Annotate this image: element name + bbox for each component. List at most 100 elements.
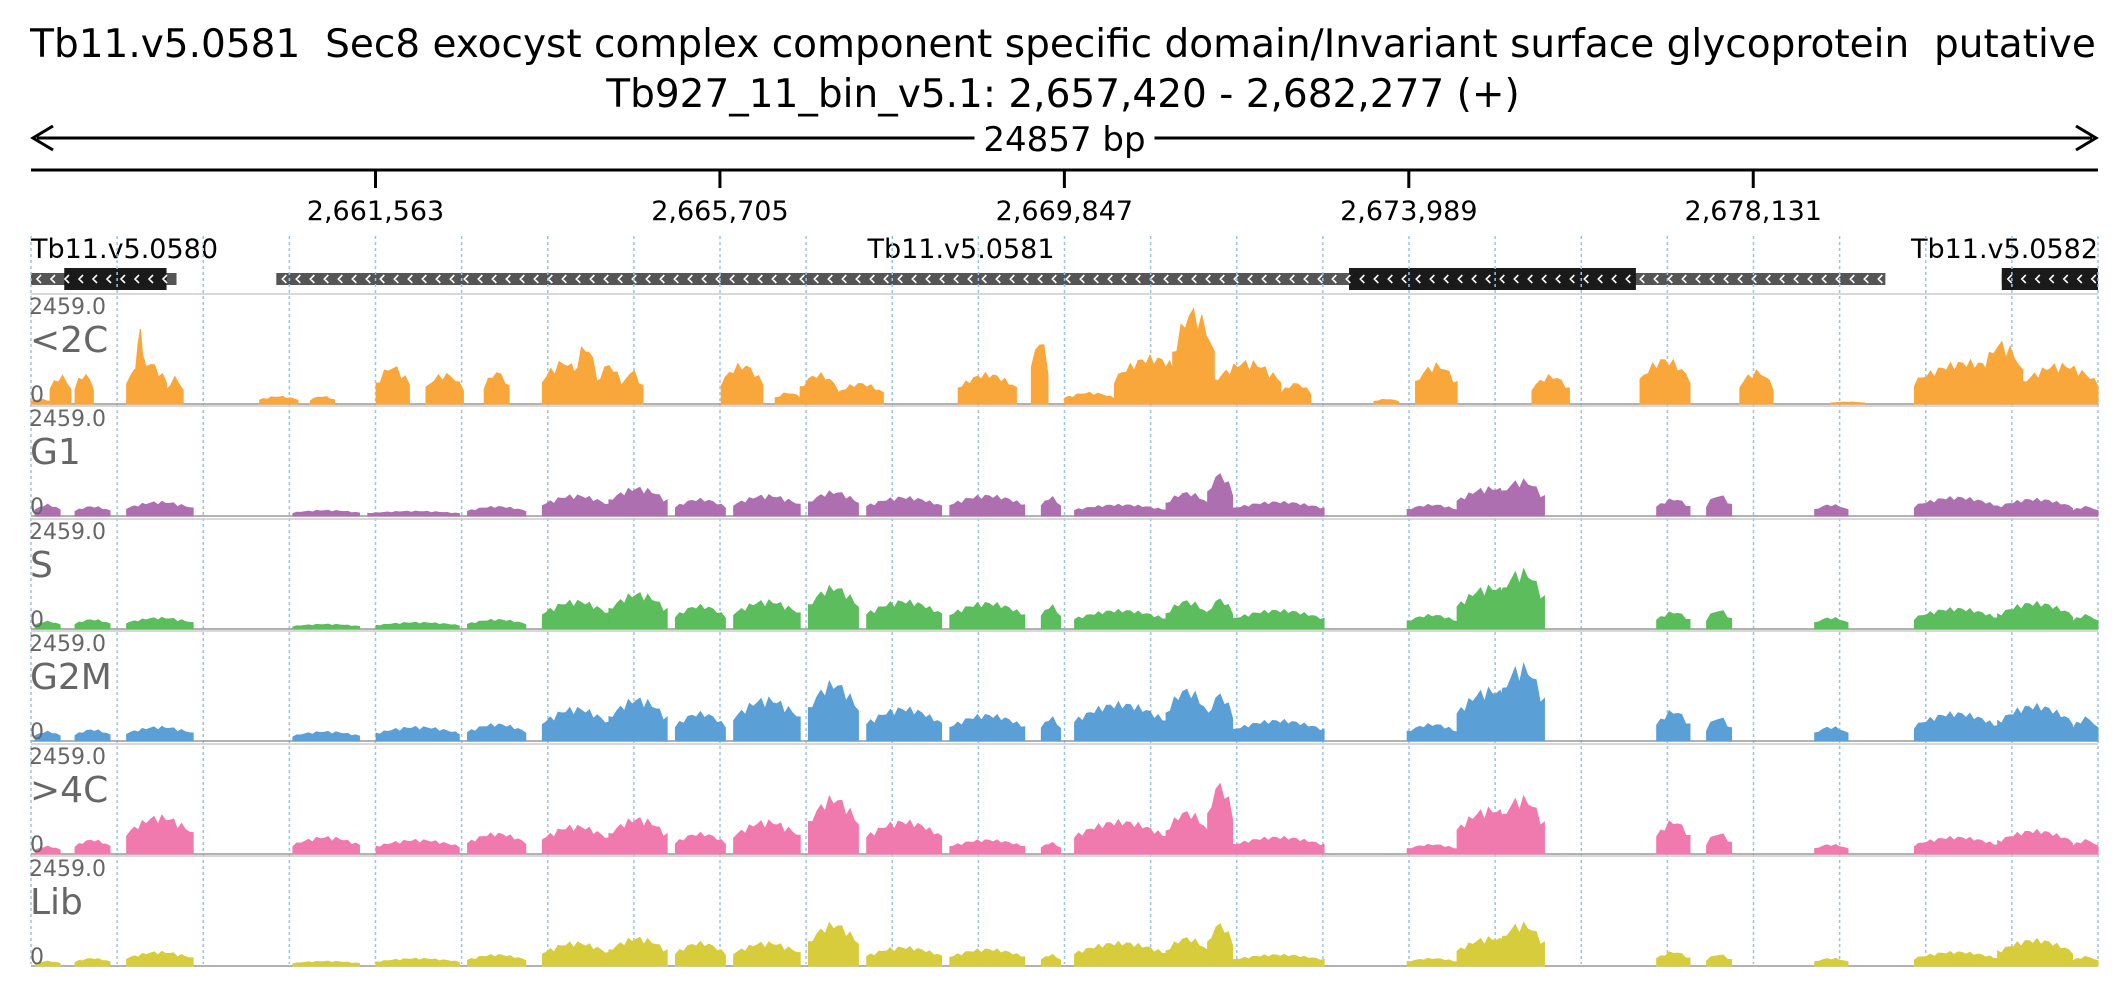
coverage-peak [1040,841,1061,855]
coverage-peak [799,371,839,405]
coverage-peak [1814,504,1849,517]
coverage-peak [866,819,943,855]
coverage-peak [1232,500,1325,517]
gene-title: Tb11.v5.0581 Sec8 exocyst complex compon… [30,22,2096,67]
coverage-peak [1913,607,1999,630]
coverage-peak [34,730,61,742]
coverage-peak [808,584,859,630]
coverage-peak [1373,398,1400,405]
coverage-peak [674,940,726,967]
coverage-peak [1040,496,1061,517]
coverage-peak [2071,955,2099,967]
coverage-peak [541,599,610,630]
track-min-label: 0 [30,608,44,633]
coverage-peak [2071,838,2099,855]
gene-label: Tb11.v5.0582 [1910,234,2098,265]
coverage-peak [74,619,111,630]
coverage-peak [1913,495,1999,517]
coverage-peak [1498,921,1545,967]
coverage-peak [467,618,527,630]
coverage-peak [608,936,668,967]
track-name: <2C [30,320,108,361]
gene-label: Tb11.v5.0580 [30,234,218,265]
track-min-label: 0 [30,383,44,408]
coverage-peak [1997,937,2073,967]
coverage-peak [126,814,194,855]
coverage-peak [375,838,460,855]
coverage-peak [837,383,884,405]
coverage-peak [126,500,194,517]
coverage-peak [2071,505,2099,517]
coverage-peak [1997,828,2073,855]
coverage-peak [2071,613,2099,630]
coverage-peak [1706,833,1733,855]
coverage-peak [674,497,726,517]
coverage-peak [1280,383,1312,405]
coverage-peak [1165,600,1209,630]
track-name: Lib [30,882,83,923]
coverage-peak [608,697,668,742]
coverage-peak [1165,811,1209,855]
region-label: Tb927_11_bin_v5.1: 2,657,420 - 2,682,277… [606,72,1520,117]
coverage-peak [808,490,859,517]
coverage-peak [808,921,859,967]
coverage-peak [774,392,802,405]
tick-label: 2,673,989 [1340,196,1477,227]
coverage-peak [1739,368,1774,405]
coverage-peak [375,621,460,630]
coverage-peak [949,601,1026,630]
coverage-peak [425,372,464,405]
tick-label: 2,678,131 [1685,196,1822,227]
coverage-peak [733,819,801,855]
coverage-peak [1207,598,1234,630]
tick-label: 2,665,705 [651,196,788,227]
coverage-peak [74,729,111,742]
coverage-peak [309,396,336,405]
coverage-peak [1165,688,1209,742]
coverage-peak [375,366,410,405]
coverage-peak [1706,717,1733,742]
coverage-peak [1814,957,1849,967]
gene-label: Tb11.v5.0581 [866,234,1054,265]
coverage-peak [34,503,61,517]
coverage-peak [1415,361,1458,405]
coverage-peak [74,506,111,517]
coverage-peak [1406,613,1458,630]
coverage-peak [1406,722,1458,742]
coverage-peak [1207,473,1234,517]
coverage-peak [49,374,72,405]
coverage-peak [375,725,460,742]
coverage-peak [541,706,610,742]
coverage-peak [34,620,61,630]
coverage-peak [808,794,859,855]
span-label-bg [974,118,1155,158]
coverage-peak [733,696,801,742]
coverage-peak [74,839,111,855]
coverage-peak [1997,702,2073,742]
tick-label: 2,661,563 [307,196,444,227]
coverage-peak [674,710,726,742]
track-min-label: 0 [30,833,44,858]
coverage-peak [866,946,943,967]
coverage-peak [949,839,1026,855]
coverage-peak [1207,782,1234,855]
coverage-peak [1706,495,1733,517]
coverage-peak [1706,954,1733,967]
track-min-label: 0 [30,495,44,520]
track-max-label: 2459.0 [29,857,106,882]
coverage-peak [866,706,943,742]
coverage-peak [1814,726,1849,742]
coverage-peak [259,395,299,405]
track-name: S [30,545,53,586]
coverage-peak [1814,617,1849,630]
coverage-peak [1074,940,1167,967]
coverage-peak [1498,794,1545,855]
coverage-peak [1913,950,1999,967]
coverage-peak [949,948,1026,967]
tick-label: 2,669,847 [996,196,1133,227]
coverage-peak [1232,953,1325,967]
track-name: G2M [30,657,112,698]
coverage-peak [808,679,859,742]
coverage-peak [1706,610,1733,630]
coverage-peak [1656,710,1691,742]
